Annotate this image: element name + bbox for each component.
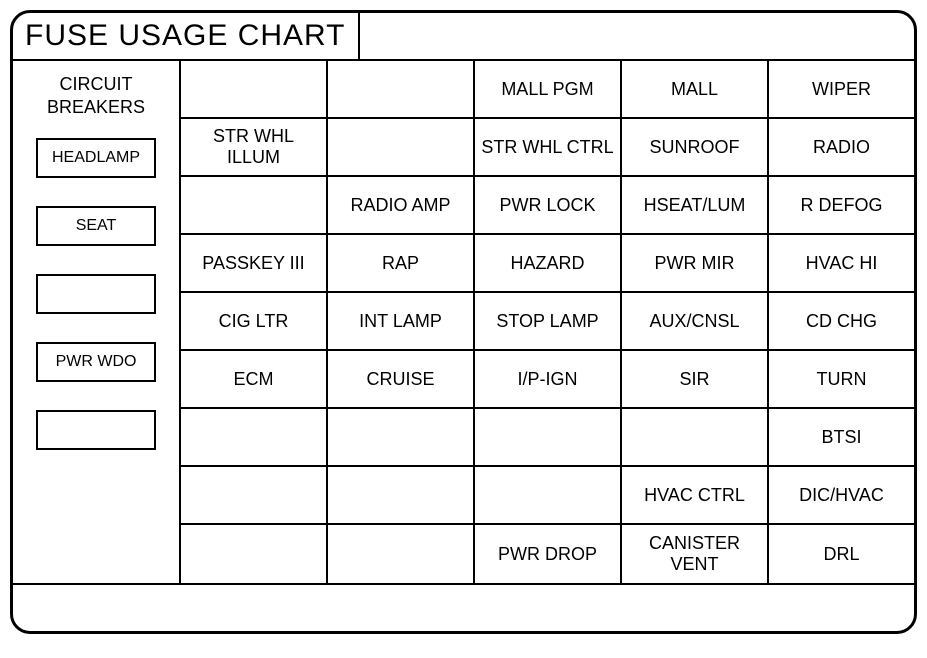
fuse-cell-r4-c4: CD CHG bbox=[767, 293, 914, 351]
fuse-cell-r6-c2 bbox=[473, 409, 620, 467]
fuse-cell-r2-c1: RADIO AMP bbox=[326, 177, 473, 235]
fuse-cell-r4-c0: CIG LTR bbox=[179, 293, 326, 351]
fuse-grid: MALL PGMMALLWIPER STR WHL ILLUM STR WHL CT… bbox=[179, 61, 914, 583]
fuse-cell-r5-c2: I/P-IGN bbox=[473, 351, 620, 409]
fuse-cell-r5-c1: CRUISE bbox=[326, 351, 473, 409]
breaker-headlamp: HEADLAMP bbox=[36, 138, 156, 178]
fuse-cell-r4-c1: INT LAMP bbox=[326, 293, 473, 351]
fuse-cell-r1-c3: SUNROOF bbox=[620, 119, 767, 177]
fuse-cell-r1-c2: STR WHL CTRL bbox=[473, 119, 620, 177]
circuit-breakers-heading: CIRCUIT BREAKERS bbox=[47, 73, 145, 118]
fuse-cell-r8-c0 bbox=[179, 525, 326, 583]
circuit-breakers-column: CIRCUIT BREAKERS HEADLAMP SEAT PWR WDO bbox=[13, 61, 179, 583]
fuse-cell-r7-c2 bbox=[473, 467, 620, 525]
fuse-cell-r2-c3: HSEAT/LUM bbox=[620, 177, 767, 235]
fuse-cell-r6-c0 bbox=[179, 409, 326, 467]
chart-title: FUSE USAGE CHART bbox=[13, 13, 360, 59]
fuse-cell-r0-c0 bbox=[179, 61, 326, 119]
breaker-empty-2 bbox=[36, 410, 156, 450]
fuse-usage-chart: FUSE USAGE CHART CIRCUIT BREAKERS HEADLA… bbox=[10, 10, 917, 634]
fuse-cell-r7-c4: DIC/HVAC bbox=[767, 467, 914, 525]
fuse-cell-r8-c4: DRL bbox=[767, 525, 914, 583]
fuse-cell-r3-c4: HVAC HI bbox=[767, 235, 914, 293]
fuse-cell-r2-c4: R DEFOG bbox=[767, 177, 914, 235]
fuse-cell-r4-c3: AUX/CNSL bbox=[620, 293, 767, 351]
fuse-cell-r6-c1 bbox=[326, 409, 473, 467]
fuse-cell-r0-c2: MALL PGM bbox=[473, 61, 620, 119]
fuse-cell-r6-c4: BTSI bbox=[767, 409, 914, 467]
bottom-spacer bbox=[13, 583, 914, 631]
fuse-cell-r7-c0 bbox=[179, 467, 326, 525]
fuse-cell-r8-c2: PWR DROP bbox=[473, 525, 620, 583]
fuse-cell-r5-c0: ECM bbox=[179, 351, 326, 409]
circuit-breakers-heading-line2: BREAKERS bbox=[47, 97, 145, 117]
fuse-cell-r5-c3: SIR bbox=[620, 351, 767, 409]
fuse-cell-r1-c4: RADIO bbox=[767, 119, 914, 177]
fuse-cell-r3-c0: PASSKEY III bbox=[179, 235, 326, 293]
circuit-breakers-heading-line1: CIRCUIT bbox=[59, 74, 132, 94]
breaker-pwr-wdo: PWR WDO bbox=[36, 342, 156, 382]
fuse-cell-r7-c1 bbox=[326, 467, 473, 525]
fuse-cell-r0-c4: WIPER bbox=[767, 61, 914, 119]
fuse-cell-r8-c1 bbox=[326, 525, 473, 583]
fuse-cell-r2-c0 bbox=[179, 177, 326, 235]
fuse-cell-r6-c3 bbox=[620, 409, 767, 467]
fuse-cell-r2-c2: PWR LOCK bbox=[473, 177, 620, 235]
fuse-cell-r8-c3: CANISTER VENT bbox=[620, 525, 767, 583]
breaker-empty-1 bbox=[36, 274, 156, 314]
breaker-seat: SEAT bbox=[36, 206, 156, 246]
fuse-cell-r3-c1: RAP bbox=[326, 235, 473, 293]
fuse-cell-r5-c4: TURN bbox=[767, 351, 914, 409]
chart-body: CIRCUIT BREAKERS HEADLAMP SEAT PWR WDO M… bbox=[13, 61, 914, 583]
fuse-cell-r3-c2: HAZARD bbox=[473, 235, 620, 293]
fuse-cell-r4-c2: STOP LAMP bbox=[473, 293, 620, 351]
fuse-cell-r3-c3: PWR MIR bbox=[620, 235, 767, 293]
title-spacer bbox=[360, 13, 915, 59]
fuse-cell-r7-c3: HVAC CTRL bbox=[620, 467, 767, 525]
fuse-cell-r0-c3: MALL bbox=[620, 61, 767, 119]
fuse-cell-r1-c0: STR WHL ILLUM bbox=[179, 119, 326, 177]
fuse-cell-r1-c1 bbox=[326, 119, 473, 177]
fuse-cell-r0-c1 bbox=[326, 61, 473, 119]
title-row: FUSE USAGE CHART bbox=[13, 13, 914, 61]
